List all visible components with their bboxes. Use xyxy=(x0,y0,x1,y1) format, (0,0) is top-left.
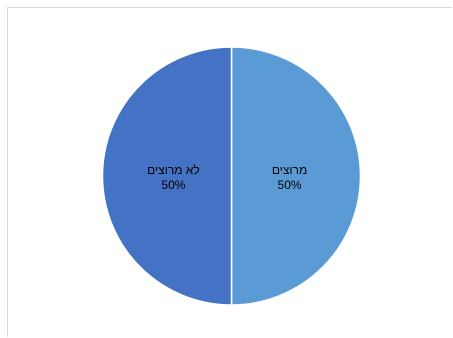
slice-value-label: 50% xyxy=(278,178,302,192)
slice-category-label: לא מרוצים xyxy=(147,163,200,177)
pie-slices xyxy=(101,46,362,306)
slice-value-label: 50% xyxy=(161,178,185,192)
pie-slice-0 xyxy=(230,46,362,306)
slice-category-label: מרוצים xyxy=(272,163,307,177)
pie-slice-1 xyxy=(101,46,233,306)
